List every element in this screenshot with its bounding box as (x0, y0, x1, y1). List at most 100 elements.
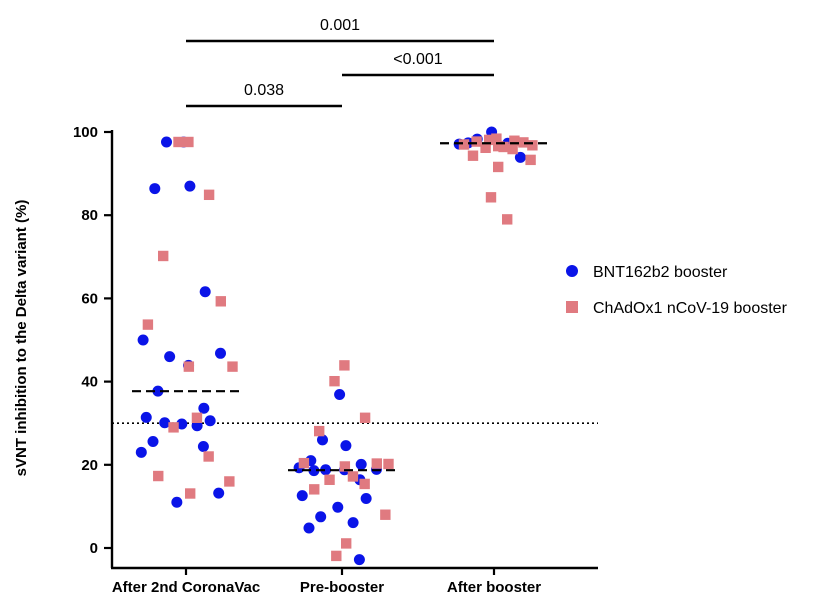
chadox-point (339, 360, 350, 371)
chadox-point (203, 451, 214, 462)
chadox-point (491, 133, 502, 144)
chadox-point (527, 140, 538, 151)
bnt-point (152, 385, 164, 397)
bnt-point (317, 434, 328, 446)
bnt-point (303, 522, 315, 534)
chadox-point (493, 140, 504, 152)
bnt-point (360, 492, 372, 504)
chadox-point (383, 458, 394, 470)
chadox-point (502, 214, 513, 225)
y-tick-label: 60 (81, 290, 98, 307)
y-tick-label: 0 (90, 540, 98, 557)
chadox-point (158, 250, 169, 262)
chadox-point (509, 135, 520, 146)
bnt-point (355, 458, 367, 470)
chadox-point (458, 139, 470, 150)
chadox-point (203, 189, 215, 201)
p-value-label: <0.001 (393, 51, 442, 68)
chadox-point (142, 319, 154, 330)
bnt-point (159, 417, 171, 429)
bnt-point (332, 501, 344, 513)
y-tick-label: 80 (81, 207, 98, 224)
legend-layer: BNT162b2 booster ChAdOx1 nCoV-19 booster (566, 264, 788, 317)
bnt-point (315, 511, 327, 523)
bnt-point (198, 402, 210, 414)
comparison-layer: 0.001 <0.001 0.038 (186, 17, 494, 108)
chadox-point (525, 154, 536, 166)
chadox-point (467, 150, 479, 161)
chadox-point (498, 141, 509, 153)
bnt-point (199, 286, 211, 298)
bnt-point (149, 183, 161, 195)
chadox-point (471, 136, 482, 147)
bnt-point (320, 464, 332, 476)
bnt-point (184, 180, 196, 192)
bnt-point (514, 151, 526, 163)
median-layer (132, 142, 548, 472)
chadox-point (359, 478, 370, 490)
chadox-point (518, 137, 529, 148)
chadox-point (329, 375, 340, 387)
chadox-point (331, 550, 342, 562)
bnt-point (353, 554, 365, 566)
chadox-point (484, 134, 495, 146)
chadox-point (507, 143, 518, 155)
bnt-point (334, 388, 346, 400)
x-category-label: After 2nd CoronaVac (112, 579, 260, 596)
x-category-label: After booster (447, 579, 541, 596)
bnt-point (171, 496, 183, 508)
chadox-point (324, 474, 335, 485)
chadox-point (493, 161, 504, 173)
chadox-point (359, 412, 371, 423)
chadox-point (224, 476, 235, 487)
y-tick-label: 20 (81, 457, 98, 474)
axis-layer: 0 20 40 60 80 100 After 2nd CoronaVac Pre-boost… (73, 124, 598, 596)
y-axis-label: sVNT inhibition to the Delta variant (%) (13, 200, 30, 477)
bnt-point (213, 487, 225, 499)
legend-marker-bnt (566, 265, 578, 277)
chadox-point (314, 425, 325, 437)
chadox-point (153, 470, 164, 482)
chadox-point (215, 296, 226, 307)
points-layer (135, 126, 538, 566)
bnt-point (347, 517, 359, 529)
legend-marker-chadox (566, 301, 578, 313)
bnt-point (137, 334, 149, 346)
bnt-point (197, 440, 209, 452)
chadox-point (173, 136, 184, 148)
chadox-point (298, 457, 310, 469)
chadox-point (183, 361, 195, 372)
bnt-point (161, 136, 172, 148)
p-value-label: 0.038 (244, 82, 284, 99)
bnt-point (135, 446, 147, 458)
y-tick-label: 100 (73, 124, 98, 141)
chadox-point (191, 412, 203, 423)
chadox-point (485, 192, 497, 203)
chadox-point (168, 422, 179, 433)
chadox-point (341, 538, 352, 549)
bnt-point (296, 490, 308, 502)
chadox-point (227, 361, 238, 372)
chadox-point (371, 458, 382, 469)
legend-label: BNT162b2 booster (593, 264, 728, 281)
bnt-point (308, 465, 320, 477)
bnt-point (204, 415, 216, 427)
p-value-label: 0.001 (320, 17, 360, 34)
chadox-point (185, 488, 196, 499)
bnt-point (340, 440, 352, 452)
x-category-label: Pre-booster (300, 579, 384, 596)
chadox-point (480, 142, 491, 154)
chadox-point (347, 471, 359, 482)
legend-label: ChAdOx1 nCoV-19 booster (593, 300, 788, 317)
chadox-point (380, 509, 391, 520)
chadox-point (309, 484, 320, 495)
y-tick-label: 40 (81, 374, 98, 391)
bnt-point (215, 347, 226, 359)
bnt-point (140, 411, 152, 423)
bnt-point (164, 351, 176, 363)
chadox-point (339, 461, 351, 472)
chadox-point (183, 136, 194, 148)
bnt-point (176, 418, 188, 430)
bnt-point (147, 436, 159, 448)
